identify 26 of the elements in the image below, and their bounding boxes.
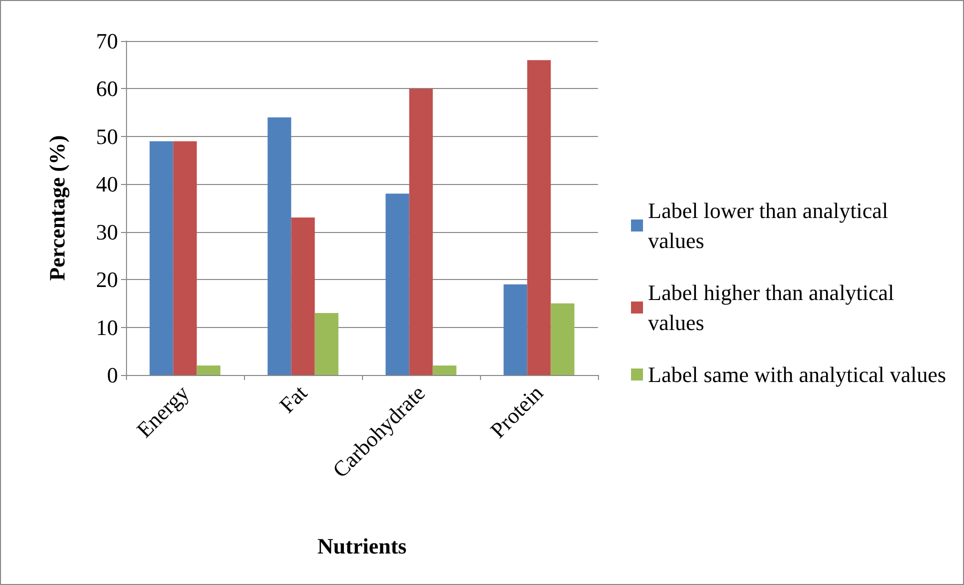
y-tick-label: 60 [96, 76, 118, 102]
bar [314, 312, 338, 375]
y-tick-label: 10 [96, 314, 118, 340]
bar [550, 303, 574, 375]
x-tick-label: Fat [274, 380, 312, 418]
bar [291, 218, 315, 375]
bar [527, 60, 551, 375]
y-tick-label: 30 [96, 219, 118, 244]
bar [268, 117, 292, 375]
y-tick-label: 20 [96, 267, 118, 292]
x-axis-title: Nutrients [317, 534, 408, 558]
bar [150, 141, 174, 375]
y-tick-label: 0 [107, 362, 118, 388]
legend-label: Label higher than analytical values [648, 280, 900, 335]
bar [409, 88, 433, 375]
bar [173, 141, 197, 375]
bar [386, 194, 410, 375]
bar [504, 284, 528, 375]
legend-label: Label same with analytical values [648, 362, 946, 387]
legend-label: Label lower than analytical values [648, 198, 894, 253]
y-axis-title: Percentage (%) [44, 135, 70, 281]
y-tick-label: 70 [96, 28, 118, 54]
bar [196, 365, 220, 375]
y-tick-label: 40 [96, 172, 118, 197]
bar [432, 365, 456, 375]
y-tick-label: 50 [96, 124, 118, 149]
